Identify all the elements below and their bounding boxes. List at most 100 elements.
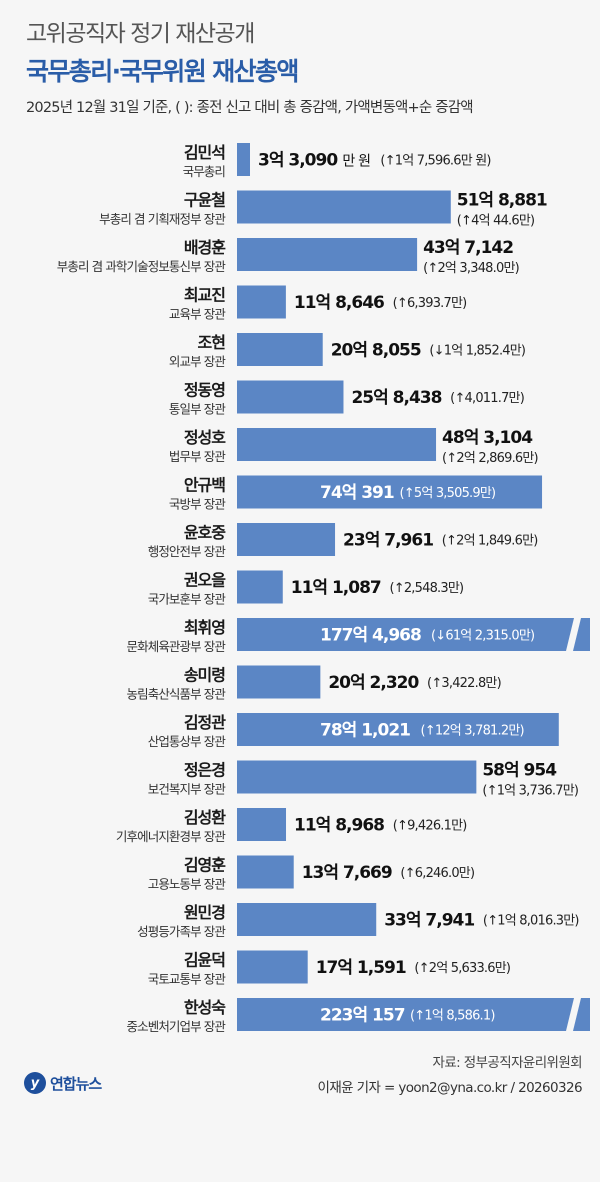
bar-change-label: (↓1억 1,852.4만) [429, 344, 525, 359]
yonhap-logo: y 연합뉴스 [24, 1072, 102, 1094]
minister-name: 송미령 [184, 666, 225, 685]
bar [237, 380, 344, 414]
bar [237, 665, 321, 699]
bar-change-label: (↑1억 8,016.3만) [483, 914, 579, 929]
minister-role: 중소벤처기업부 장관 [127, 1019, 227, 1034]
logo-text: 연합뉴스 [50, 1074, 102, 1093]
minister-name: 배경훈 [184, 238, 226, 257]
minister-name: 권오을 [184, 571, 226, 590]
bar-change-label: (↑2,548.3만) [389, 581, 463, 596]
bar-value-label: 23억 7,961 [343, 531, 433, 551]
bar-change-label: (↑5억 3,505.9만) [400, 486, 496, 501]
header-subtitle: 국무총리·국무위원 재산총액 [26, 57, 299, 86]
bar-change-label: (↑4억 44.6만) [457, 214, 535, 229]
minister-role: 국가보훈부 장관 [148, 592, 227, 607]
minister-role: 행정안전부 장관 [148, 544, 227, 559]
minister-name: 김정관 [184, 713, 226, 732]
minister-name: 원민경 [184, 903, 225, 922]
bar [237, 143, 250, 176]
minister-name: 조현 [198, 333, 226, 352]
minister-name: 안규백 [184, 476, 225, 495]
minister-name: 최교진 [184, 286, 225, 305]
bar-value-unit: 만 원 [342, 154, 370, 170]
bar-value-label: 51억 8,881 [457, 191, 547, 211]
bar-value-label: 17억 1,591 [316, 958, 406, 978]
bar [237, 998, 590, 1031]
bar-change-label: (↑12억 3,781.2만) [421, 724, 524, 739]
minister-role: 기후에너지환경부 장관 [116, 829, 226, 844]
minister-role: 국무총리 [183, 164, 225, 179]
bar [237, 618, 590, 651]
bar-change-label: (↑9,426.1만) [393, 819, 467, 834]
bar [237, 950, 308, 984]
bar-change-label: (↑6,393.7만) [393, 296, 467, 311]
bar [237, 285, 286, 319]
bar [237, 523, 336, 556]
yonhap-logo-icon: y [24, 1072, 46, 1094]
minister-name: 한성숙 [184, 998, 226, 1017]
minister-role: 산업통상부 장관 [148, 734, 227, 749]
bar-value-label: 13억 7,669 [302, 863, 392, 883]
bar-value-label: 48억 3,104 [442, 428, 533, 448]
bar-value-label: 20억 8,055 [331, 341, 421, 361]
bar-change-label: (↑2억 1,849.6만) [442, 534, 538, 549]
bar-change-label: (↑1억 3,736.7만) [482, 784, 578, 799]
minister-name: 윤호중 [184, 523, 226, 542]
bar-value-label: 11억 1,087 [291, 578, 381, 598]
bar-value-label: 11억 8,968 [294, 816, 384, 836]
bar [237, 428, 437, 461]
minister-role: 농림축산식품부 장관 [127, 687, 227, 702]
bar-value-label: 3억 3,090 [258, 151, 338, 171]
bar-value-label: 20억 2,320 [328, 673, 419, 693]
bar [237, 903, 377, 936]
minister-name: 김윤덕 [184, 951, 225, 970]
bar-change-label: (↑2억 2,869.6만) [442, 451, 538, 466]
minister-role: 법무부 장관 [169, 449, 226, 464]
minister-name: 정동영 [184, 381, 225, 400]
header-note: 2025년 12월 31일 기준, ( ): 종전 신고 대비 총 증감액, 가… [26, 100, 474, 116]
source-text: 자료: 정부공직자윤리위원회 [432, 1055, 583, 1071]
minister-role: 외교부 장관 [169, 354, 226, 369]
minister-role: 국토교통부 장관 [148, 972, 227, 987]
bar [237, 333, 323, 366]
minister-role: 보건복지부 장관 [148, 782, 227, 797]
minister-name: 정성호 [184, 428, 226, 447]
bar [237, 808, 287, 841]
bar [237, 570, 283, 604]
bar-change-label: (↑6,246.0만) [400, 866, 474, 881]
bar [237, 713, 559, 746]
minister-role: 통일부 장관 [169, 402, 226, 417]
bar-change-label: (↑3,422.8만) [427, 676, 501, 691]
bar [237, 475, 543, 509]
bar [237, 760, 477, 794]
axis-break-mark [566, 618, 581, 651]
minister-role: 교육부 장관 [169, 307, 226, 322]
minister-role: 문화체육관광부 장관 [127, 639, 227, 654]
bar [237, 855, 294, 889]
bar-value-label: 74억 391 [320, 483, 394, 503]
bar-value-label: 11억 8,646 [294, 293, 384, 313]
bar-value-label: 177억 4,968 [320, 626, 421, 646]
bar-value-label: 58억 954 [482, 761, 557, 781]
bar-value-label: 78억 1,021 [320, 721, 410, 741]
bar-value-label: 223억 157 [320, 1006, 405, 1026]
minister-name: 최휘영 [184, 618, 225, 637]
bar-change-label: (↑2억 3,348.0만) [423, 261, 519, 276]
minister-role: 부총리 겸 과학기술정보통신부 장관 [57, 259, 227, 274]
bar-change-label: (↓61억 2,315.0만) [431, 629, 534, 644]
bar [237, 238, 418, 271]
bar-change-label: (↑1억 8,586.1) [410, 1009, 495, 1024]
minister-name: 정은경 [184, 761, 225, 780]
header-title: 고위공직자 정기 재산공개 [26, 21, 255, 47]
bar-change-label: (↑4,011.7만) [450, 391, 524, 406]
credit-text: 이재윤 기자 = yoon2@yna.co.kr / 20260326 [317, 1080, 583, 1096]
bar-value-label: 25억 8,438 [351, 388, 441, 408]
bar [237, 190, 451, 224]
axis-break-mark [566, 998, 581, 1031]
minister-name: 김영훈 [184, 856, 226, 875]
bar-change-label: (↑2억 5,633.6만) [414, 961, 510, 976]
bar-value-label: 43억 7,142 [423, 238, 513, 258]
minister-role: 부총리 겸 기획재정부 장관 [99, 212, 226, 227]
bar-value-label: 33억 7,941 [384, 911, 474, 931]
